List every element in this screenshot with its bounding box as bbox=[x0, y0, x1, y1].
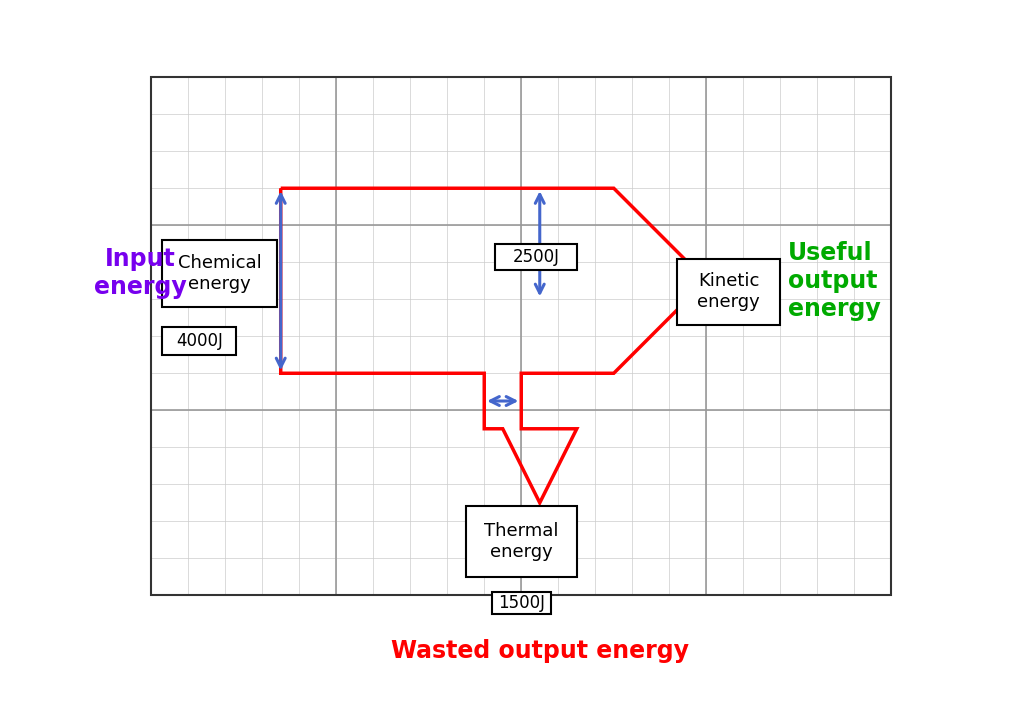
Bar bbox=[466, 507, 577, 577]
Text: Useful
output
energy: Useful output energy bbox=[787, 241, 881, 321]
Bar bbox=[492, 592, 551, 614]
Text: Kinetic
energy: Kinetic energy bbox=[697, 272, 760, 311]
Bar bbox=[677, 258, 780, 325]
Text: 4000J: 4000J bbox=[176, 332, 223, 350]
Text: Input
energy: Input energy bbox=[94, 248, 186, 299]
Bar bbox=[152, 77, 891, 595]
Text: 2500J: 2500J bbox=[513, 248, 559, 266]
Text: Chemical
energy: Chemical energy bbox=[178, 254, 261, 292]
Text: 1500J: 1500J bbox=[498, 594, 545, 612]
Text: Thermal
energy: Thermal energy bbox=[484, 522, 558, 561]
Bar bbox=[163, 327, 237, 355]
Bar bbox=[163, 240, 278, 307]
Bar bbox=[496, 244, 577, 269]
Text: Wasted output energy: Wasted output energy bbox=[391, 639, 689, 662]
